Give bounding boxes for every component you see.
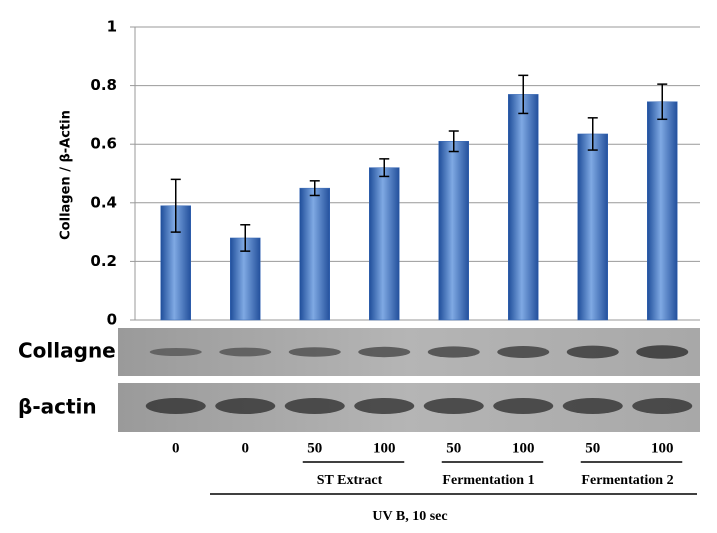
x-tick-label: 50 xyxy=(307,440,322,456)
y-tick-label: 1 xyxy=(107,18,117,36)
y-tick-label: 0.8 xyxy=(90,76,117,94)
collagen-band xyxy=(288,347,341,357)
bar xyxy=(577,133,608,321)
bar xyxy=(299,187,330,321)
bar xyxy=(508,94,539,321)
x-tick-label: 100 xyxy=(512,440,535,456)
group-label: Fermentation 1 xyxy=(442,473,534,488)
actin-band xyxy=(493,398,554,414)
blot-label: β-actin xyxy=(18,395,97,419)
x-tick-label: 0 xyxy=(242,440,250,456)
actin-band xyxy=(632,398,693,414)
actin-band xyxy=(423,398,484,414)
x-tick-label: 50 xyxy=(446,440,461,456)
actin-band xyxy=(145,398,206,414)
actin-band xyxy=(215,398,276,414)
x-tick-label: 50 xyxy=(585,440,600,456)
x-tick-label: 100 xyxy=(373,440,396,456)
bar xyxy=(438,141,469,321)
collagen-band xyxy=(497,346,550,358)
bar xyxy=(369,167,400,321)
collagen-band xyxy=(219,347,272,357)
blot-label: Collagne xyxy=(18,339,116,363)
collagen-band xyxy=(427,346,480,358)
collagen-band xyxy=(149,348,202,356)
y-axis-label: Collagen / β-Actin xyxy=(59,110,74,240)
y-tick-label: 0.2 xyxy=(90,252,117,270)
group-label: Fermentation 2 xyxy=(581,473,673,488)
actin-band xyxy=(562,398,623,414)
group-label: ST Extract xyxy=(317,473,383,488)
actin-band xyxy=(354,398,415,414)
collagen-band xyxy=(636,345,689,359)
x-tick-label: 0 xyxy=(172,440,180,456)
y-tick-label: 0.4 xyxy=(90,193,117,211)
x-tick-label: 100 xyxy=(651,440,674,456)
collagen-band xyxy=(566,345,619,359)
collagen-band xyxy=(358,346,411,358)
bar xyxy=(647,101,678,321)
y-tick-label: 0.6 xyxy=(90,135,117,153)
actin-band xyxy=(284,398,345,414)
y-tick-label: 0 xyxy=(107,311,117,329)
treatment-label: UV B, 10 sec xyxy=(372,509,447,524)
